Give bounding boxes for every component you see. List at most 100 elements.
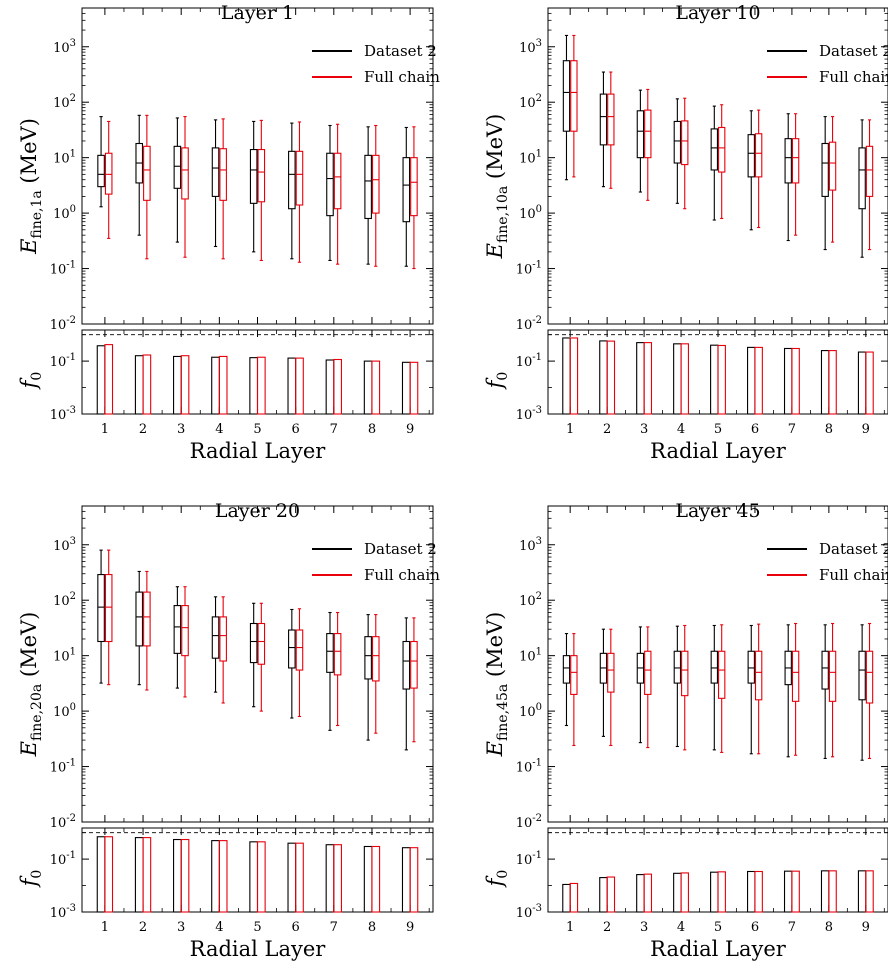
ratio-y-axis-label: f0 xyxy=(17,870,45,889)
box-5 xyxy=(718,624,726,753)
box-5 xyxy=(249,120,258,253)
box-2 xyxy=(607,628,615,747)
box-9 xyxy=(858,119,866,258)
fraction-bar xyxy=(409,847,419,913)
fraction-bar xyxy=(710,871,719,913)
box-7 xyxy=(326,124,334,261)
iqr-box xyxy=(821,142,829,197)
x-tick-label: 3 xyxy=(640,920,648,935)
fraction-bar xyxy=(857,351,867,415)
fraction-bar xyxy=(96,836,106,913)
box-7 xyxy=(333,611,342,727)
iqr-box xyxy=(295,629,304,671)
x-tick-label: 6 xyxy=(751,422,759,437)
x-tick-label: 7 xyxy=(788,920,796,935)
y-tick-label: 103 xyxy=(519,536,542,554)
fraction-bar xyxy=(256,841,266,913)
iqr-box xyxy=(326,633,334,673)
y-axis-label: Efine,45a (MeV) xyxy=(483,612,511,758)
iqr-box xyxy=(718,126,726,173)
fraction-bar xyxy=(211,840,220,913)
box-8 xyxy=(828,116,837,243)
box-8 xyxy=(821,116,829,251)
series-dataset xyxy=(96,549,411,913)
box-9 xyxy=(858,624,866,761)
fraction-bar xyxy=(791,347,800,415)
box-2 xyxy=(607,71,615,189)
box-4 xyxy=(219,596,227,704)
iqr-box xyxy=(364,636,372,680)
iqr-box xyxy=(402,640,411,690)
box-6 xyxy=(295,121,304,263)
iqr-box xyxy=(644,650,652,695)
y-tick-label: 102 xyxy=(519,591,542,609)
box-3 xyxy=(181,116,189,258)
box-5 xyxy=(249,602,258,708)
y-tick-label: 10-1 xyxy=(50,260,76,278)
fraction-bar xyxy=(828,870,837,913)
legend-label: Full chain xyxy=(364,566,440,584)
box-4 xyxy=(211,596,220,693)
box-3 xyxy=(644,88,652,201)
x-tick-label: 1 xyxy=(101,920,109,935)
box-6 xyxy=(295,608,304,718)
box-4 xyxy=(673,625,682,748)
x-tick-label: 7 xyxy=(330,920,338,935)
x-tick-label: 4 xyxy=(215,422,223,437)
fraction-bar xyxy=(828,350,837,415)
box-7 xyxy=(791,113,800,236)
x-tick-label: 8 xyxy=(825,920,833,935)
box-1 xyxy=(562,34,571,181)
box-7 xyxy=(333,123,342,265)
iqr-box xyxy=(821,650,829,690)
x-tick-label: 4 xyxy=(677,422,685,437)
y-tick-label: 100 xyxy=(519,702,542,720)
fraction-bar xyxy=(295,842,304,913)
legend-label: Dataset 2 xyxy=(819,42,888,60)
box-9 xyxy=(865,119,874,251)
box-9 xyxy=(402,126,411,267)
series-dataset xyxy=(562,624,867,913)
y-tick-label: 10-1 xyxy=(516,758,542,776)
y-tick-label: 101 xyxy=(519,149,542,167)
fraction-bar xyxy=(562,337,571,415)
box-5 xyxy=(257,119,266,261)
fraction-bar xyxy=(287,842,297,913)
fraction-bar xyxy=(754,870,763,913)
iqr-box xyxy=(371,154,380,214)
y-tick-label: 101 xyxy=(53,647,76,665)
box-2 xyxy=(135,114,144,236)
fraction-bar xyxy=(857,870,867,913)
box-2 xyxy=(599,628,608,737)
box-9 xyxy=(410,126,418,270)
iqr-box xyxy=(333,633,342,676)
y-axis-label: Efine,1a (MeV) xyxy=(17,118,45,255)
box-8 xyxy=(364,614,372,741)
fraction-bar xyxy=(104,344,114,415)
box-9 xyxy=(410,617,418,743)
box-4 xyxy=(681,624,689,751)
fraction-bar xyxy=(180,355,190,415)
fraction-bar xyxy=(820,350,830,415)
iqr-box xyxy=(219,616,227,662)
iqr-box xyxy=(607,652,615,693)
y-tick-label: 102 xyxy=(519,93,542,111)
iqr-box xyxy=(865,145,874,197)
box-1 xyxy=(570,633,578,747)
y-tick-label: 100 xyxy=(519,204,542,222)
y-tick-label: 10-1 xyxy=(50,758,76,776)
iqr-box xyxy=(681,650,689,697)
box-2 xyxy=(143,114,151,260)
legend-label: Full chain xyxy=(364,68,440,86)
x-tick-label: 6 xyxy=(292,422,300,437)
iqr-box xyxy=(858,650,866,701)
iqr-box xyxy=(135,591,144,647)
y-tick-label: 10-2 xyxy=(50,315,76,333)
fraction-bar xyxy=(606,340,616,415)
fraction-bar xyxy=(173,355,182,415)
fraction-bar xyxy=(791,870,800,913)
x-tick-label: 8 xyxy=(368,920,376,935)
